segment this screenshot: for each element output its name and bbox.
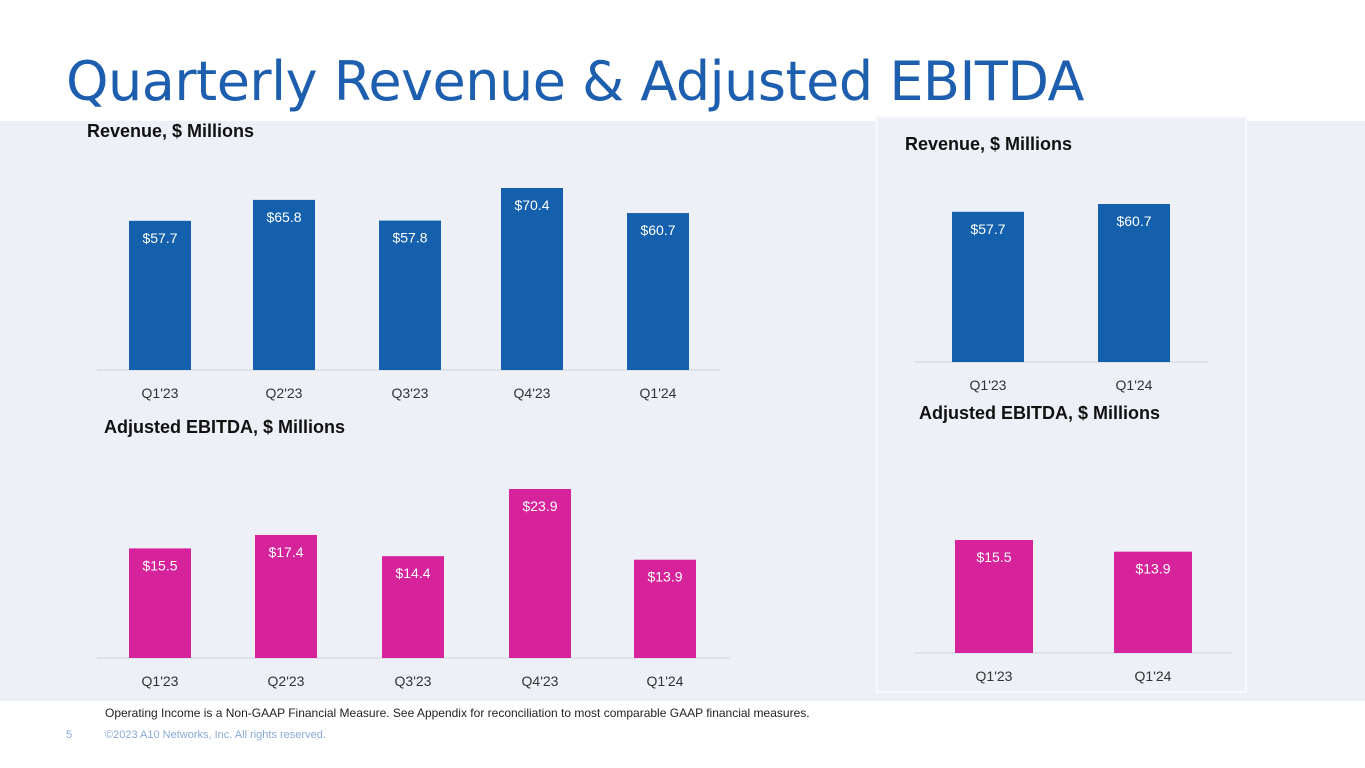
ebitda-cmp-bar — [955, 540, 1033, 653]
ebitda-tick-label: Q1'23 — [142, 673, 179, 689]
revenue-cmp-bar-label: $60.7 — [1116, 213, 1151, 229]
ebitda-quarterly-chart-title: Adjusted EBITDA, $ Millions — [104, 417, 346, 437]
revenue-bar — [379, 220, 441, 370]
copyright: ©2023 A10 Networks, Inc. All rights rese… — [105, 729, 326, 741]
revenue-bar-label: $57.8 — [392, 230, 427, 246]
ebitda-bar-label: $13.9 — [647, 569, 682, 585]
revenue-tick-label: Q1'24 — [640, 385, 677, 401]
revenue-bar-label: $65.8 — [266, 209, 301, 225]
revenue-bar-label: $60.7 — [640, 222, 675, 238]
revenue-bar-label: $70.4 — [514, 197, 549, 213]
footnote: Operating Income is a Non-GAAP Financial… — [105, 706, 810, 720]
ebitda-tick-label: Q4'23 — [522, 673, 559, 689]
revenue-tick-label: Q3'23 — [392, 385, 429, 401]
revenue-cmp-bar-label: $57.7 — [970, 221, 1005, 237]
revenue-bar — [627, 213, 689, 370]
ebitda-cmp-bar — [1114, 551, 1192, 653]
revenue-cmp-tick-label: Q1'24 — [1116, 377, 1153, 393]
revenue-bar — [501, 188, 563, 370]
ebitda-cmp-tick-label: Q1'23 — [976, 668, 1013, 684]
revenue-tick-label: Q4'23 — [514, 385, 551, 401]
ebitda-cmp-bar-label: $13.9 — [1135, 561, 1170, 577]
page-title: Quarterly Revenue & Adjusted EBITDA — [66, 50, 1084, 113]
ebitda-bar-label: $23.9 — [522, 498, 557, 514]
ebitda-cmp-bar-label: $15.5 — [976, 549, 1011, 565]
page-number: 5 — [66, 729, 73, 741]
ebitda-bar-label: $17.4 — [268, 544, 303, 560]
ebitda-bar — [255, 534, 317, 658]
revenue-quarterly-chart-title: Revenue, $ Millions — [87, 121, 255, 141]
ebitda-bar-label: $14.4 — [395, 565, 430, 581]
revenue-bar-label: $57.7 — [142, 230, 177, 246]
revenue-cmp-bar — [1098, 204, 1170, 362]
revenue-comparison-chart-title: Revenue, $ Millions — [905, 134, 1073, 154]
ebitda-bar — [634, 559, 696, 658]
revenue-tick-label: Q2'23 — [266, 385, 303, 401]
ebitda-bar-label: $15.5 — [142, 557, 177, 573]
ebitda-tick-label: Q1'24 — [647, 673, 684, 689]
ebitda-tick-label: Q3'23 — [395, 673, 432, 689]
revenue-cmp-tick-label: Q1'23 — [970, 377, 1007, 393]
revenue-bar — [253, 199, 315, 370]
revenue-tick-label: Q1'23 — [142, 385, 179, 401]
ebitda-bar — [509, 489, 571, 658]
ebitda-tick-label: Q2'23 — [268, 673, 305, 689]
ebitda-cmp-tick-label: Q1'24 — [1135, 668, 1172, 684]
ebitda-comparison-chart-title: Adjusted EBITDA, $ Millions — [919, 403, 1161, 423]
ebitda-bar — [129, 548, 191, 658]
revenue-cmp-bar — [952, 211, 1024, 362]
ebitda-bar — [382, 556, 444, 658]
revenue-bar — [129, 220, 191, 370]
